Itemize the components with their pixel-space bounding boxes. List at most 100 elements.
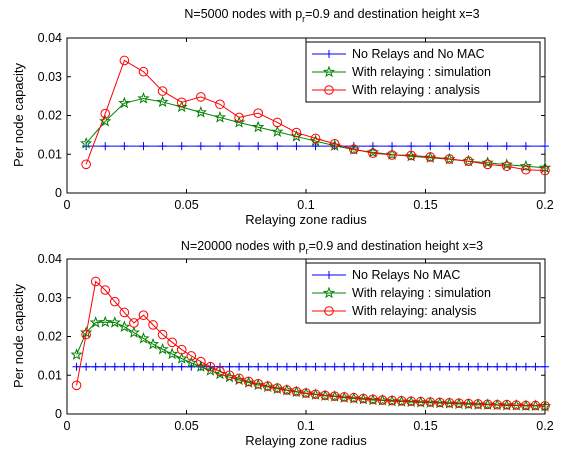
data-point: [321, 362, 330, 371]
data-point: [368, 362, 377, 371]
data-point: [405, 149, 418, 162]
data-point: [299, 387, 313, 399]
data-point: [320, 390, 330, 401]
data-point: [166, 347, 179, 360]
data-point: [120, 362, 129, 371]
data-point: [91, 362, 100, 371]
y-tick-label: 0.02: [38, 109, 62, 123]
data-point: [215, 99, 225, 110]
chart-title: N=20000 nodes with pr=0.9 and destinatio…: [181, 239, 483, 256]
x-tick-label: 0.15: [413, 419, 437, 433]
y-ticks: 0 0.01 0.02 0.03 0.04: [38, 252, 545, 421]
data-point: [234, 373, 244, 384]
data-point: [71, 380, 82, 391]
data-point: [500, 399, 513, 411]
data-point: [435, 362, 444, 371]
x-ticks: 0 0.05 0.1 0.15 0.2: [64, 38, 554, 212]
data-point: [282, 385, 292, 395]
data-point: [254, 142, 263, 151]
x-axis-label: Relaying zone radius: [245, 433, 367, 448]
data-point: [377, 395, 388, 405]
data-point: [139, 362, 148, 371]
data-point: [445, 362, 454, 371]
data-point: [324, 85, 334, 95]
legend: No Relays and No MAC With relaying : simu…: [305, 41, 541, 103]
data-point: [81, 329, 91, 340]
data-point: [196, 356, 206, 367]
legend-item: With relaying : analysis: [312, 83, 480, 97]
y-tick-label: 0.03: [38, 291, 62, 305]
data-point: [540, 165, 550, 176]
data-point: [242, 376, 255, 388]
data-point: [339, 392, 350, 402]
data-point: [101, 362, 110, 371]
data-point: [194, 360, 207, 372]
data-point: [272, 117, 283, 128]
data-point: [263, 362, 272, 371]
data-point: [359, 362, 368, 371]
data-point: [325, 271, 333, 279]
y-tick-label: 0.01: [38, 368, 62, 382]
data-point: [388, 362, 397, 371]
data-point: [349, 144, 359, 155]
data-point: [378, 362, 387, 371]
y-tick-label: 0.01: [38, 147, 62, 161]
data-point: [322, 286, 336, 299]
legend-label: With relaying: analysis: [352, 304, 476, 318]
x-tick-label: 0: [64, 419, 71, 433]
data-point: [194, 105, 207, 118]
data-point: [538, 399, 552, 412]
data-point: [70, 348, 83, 360]
series-plus: [82, 142, 549, 151]
data-point: [127, 326, 141, 338]
data-point: [235, 362, 244, 371]
data-point: [215, 142, 224, 151]
data-point: [397, 362, 406, 371]
series-star: [70, 315, 552, 412]
data-point: [243, 376, 254, 387]
data-point: [511, 400, 522, 410]
data-point: [322, 65, 336, 78]
data-point: [512, 362, 521, 371]
chart-panel-bottom: N=20000 nodes with pr=0.9 and destinatio…: [11, 239, 554, 448]
data-point: [158, 362, 167, 371]
data-point: [81, 159, 91, 170]
data-point: [90, 276, 101, 287]
data-point: [329, 391, 340, 401]
data-point: [444, 154, 455, 164]
data-point: [530, 400, 541, 411]
data-point: [349, 392, 359, 403]
series-plus: [72, 362, 549, 371]
x-tick-label: 0.05: [174, 419, 198, 433]
data-point: [462, 154, 475, 167]
data-point: [347, 392, 360, 404]
data-point: [186, 351, 197, 361]
data-point: [139, 142, 148, 151]
y-tick-label: 0: [55, 407, 62, 421]
data-point: [232, 373, 246, 386]
data-point: [325, 50, 333, 58]
data-point: [232, 116, 246, 128]
series-layer: [80, 55, 552, 176]
data-point: [273, 142, 282, 151]
x-axis-label: Relaying zone radius: [245, 212, 367, 227]
data-point: [330, 362, 339, 371]
data-point: [376, 394, 389, 406]
data-point: [540, 401, 550, 411]
data-point: [501, 161, 512, 172]
data-point: [519, 399, 532, 412]
data-point: [328, 390, 341, 402]
x-tick-label: 0.15: [413, 198, 437, 212]
data-point: [100, 108, 111, 119]
y-ticks: 0 0.01 0.02 0.03 0.04: [38, 31, 545, 200]
data-point: [89, 316, 102, 328]
series-line: [85, 97, 546, 169]
data-point: [129, 318, 139, 328]
legend-item: With relaying : simulation: [312, 286, 491, 300]
data-point: [415, 396, 426, 407]
data-point: [309, 388, 322, 400]
data-point: [138, 310, 149, 320]
data-point: [340, 362, 349, 371]
data-point: [119, 55, 130, 66]
